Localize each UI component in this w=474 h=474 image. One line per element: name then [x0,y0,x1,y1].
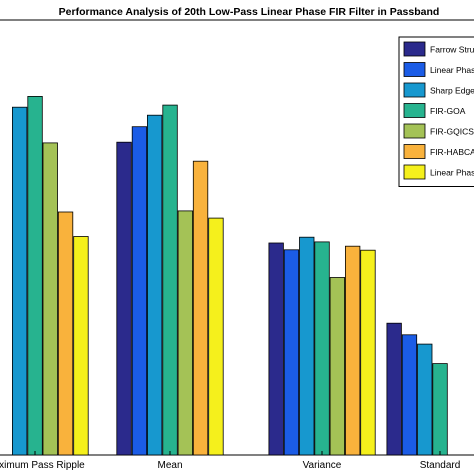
bar-maximum-pass-ripple-series-3 [11,106,28,456]
legend-label: Farrow Struc [430,45,474,55]
bar-variance-series-7 [360,249,376,456]
bar-mean-series-3 [146,114,163,456]
bar-maximum-pass-ripple-series-5 [42,142,58,456]
legend: Farrow Struc Linear Phase Sharp Edge-I FIR-… [398,36,474,187]
bar-standard-series-4 [432,363,448,456]
bar-variance-series-3 [299,236,315,456]
x-tick-label: Variance [303,460,342,471]
legend-swatch [403,62,426,77]
legend-label: Linear Phase [430,168,474,178]
x-tick-label: Standard [420,460,461,471]
legend-swatch [403,123,426,139]
bar-variance-series-2 [283,249,300,456]
bar-mean-series-2 [131,126,148,456]
legend-swatch [403,41,426,57]
bar-variance-series-6 [344,245,361,456]
x-tick-label: Maximum Pass Ripple [0,460,85,471]
bar-mean-series-5 [177,210,194,456]
plot-area [0,19,474,456]
bar-standard-series-3 [417,343,433,456]
legend-label: FIR-GQICSA [430,127,474,137]
bar-standard-series-1 [386,322,402,456]
x-axis-tick-labels: Maximum Pass Ripple Mean Variance Standard [0,451,460,471]
legend-swatch [403,164,426,180]
legend-swatch [403,82,426,98]
bar-mean-series-4 [162,104,178,456]
legend-label: Linear Phase [430,65,474,75]
legend-label: FIR-HABCA [430,147,474,157]
bar-maximum-pass-ripple-series-7 [73,236,89,456]
legend-swatch [403,144,426,159]
bar-mean-series-1 [116,141,132,456]
bar-variance-series-1 [268,242,284,456]
bar-maximum-pass-ripple-series-6 [57,211,74,456]
bar-mean-series-7 [208,217,224,456]
bar-variance-series-5 [329,277,346,456]
bar-maximum-pass-ripple-series-4 [27,96,43,456]
chart-title: Performance Analysis of 20th Low-Pass Li… [59,6,440,18]
legend-label: FIR-GOA [430,106,466,116]
bar-standard-series-2 [401,334,418,456]
legend-label: Sharp Edge-I [430,86,474,96]
legend-swatch [403,103,426,118]
x-tick-label: Mean [157,460,182,471]
bar-variance-series-4 [314,241,330,456]
bar-mean-series-6 [192,160,209,456]
